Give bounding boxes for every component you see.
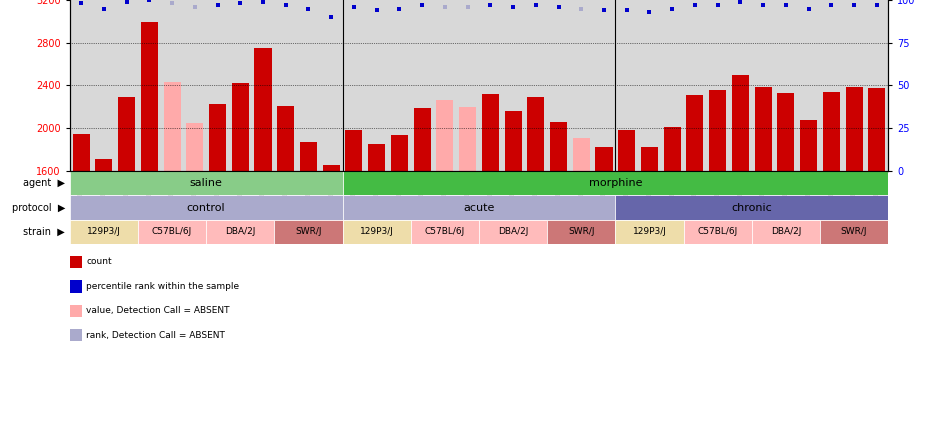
Text: acute: acute bbox=[463, 202, 495, 213]
Text: rank, Detection Call = ABSENT: rank, Detection Call = ABSENT bbox=[86, 331, 225, 340]
Bar bbox=[573, 138, 590, 171]
Text: C57BL/6J: C57BL/6J bbox=[425, 227, 465, 237]
Bar bbox=[70, 171, 342, 195]
Text: value, Detection Call = ABSENT: value, Detection Call = ABSENT bbox=[86, 306, 230, 315]
Bar bbox=[323, 165, 339, 171]
Bar bbox=[550, 122, 567, 171]
Text: DBA/2J: DBA/2J bbox=[771, 227, 801, 237]
Bar bbox=[641, 147, 658, 171]
Text: control: control bbox=[187, 202, 225, 213]
Bar bbox=[118, 97, 135, 171]
Bar bbox=[547, 220, 616, 244]
Bar bbox=[411, 220, 479, 244]
Text: protocol  ▶: protocol ▶ bbox=[12, 202, 65, 213]
Bar bbox=[368, 144, 385, 171]
Bar bbox=[709, 90, 726, 171]
Text: count: count bbox=[86, 258, 113, 266]
Text: SWR/J: SWR/J bbox=[568, 227, 594, 237]
Bar bbox=[616, 195, 888, 220]
Bar bbox=[255, 48, 272, 171]
Bar bbox=[479, 220, 547, 244]
Bar bbox=[299, 142, 317, 171]
Bar bbox=[232, 83, 248, 171]
Bar bbox=[73, 134, 89, 171]
Text: SWR/J: SWR/J bbox=[841, 227, 868, 237]
Text: 129P3/J: 129P3/J bbox=[632, 227, 667, 237]
Bar bbox=[342, 171, 888, 195]
Bar bbox=[800, 120, 817, 171]
Text: percentile rank within the sample: percentile rank within the sample bbox=[86, 282, 240, 291]
Bar bbox=[138, 220, 206, 244]
Bar bbox=[459, 107, 476, 171]
Bar bbox=[820, 220, 888, 244]
Text: DBA/2J: DBA/2J bbox=[225, 227, 256, 237]
Bar bbox=[732, 75, 749, 171]
Text: morphine: morphine bbox=[589, 178, 642, 188]
Bar bbox=[140, 23, 158, 171]
Bar bbox=[823, 92, 840, 171]
Bar bbox=[277, 106, 294, 171]
Text: 129P3/J: 129P3/J bbox=[360, 227, 393, 237]
Bar bbox=[482, 94, 498, 171]
Text: DBA/2J: DBA/2J bbox=[498, 227, 528, 237]
Bar bbox=[186, 123, 204, 171]
Bar bbox=[684, 220, 751, 244]
Bar bbox=[777, 93, 794, 171]
Bar bbox=[845, 87, 862, 171]
Bar bbox=[342, 220, 411, 244]
Text: SWR/J: SWR/J bbox=[295, 227, 322, 237]
Bar bbox=[664, 127, 681, 171]
Bar bbox=[595, 147, 613, 171]
Bar bbox=[751, 220, 820, 244]
Bar bbox=[391, 135, 408, 171]
Bar bbox=[209, 103, 226, 171]
Text: C57BL/6J: C57BL/6J bbox=[698, 227, 737, 237]
Bar bbox=[274, 220, 342, 244]
Bar bbox=[95, 159, 113, 171]
Bar bbox=[345, 131, 363, 171]
Bar bbox=[206, 220, 274, 244]
Text: 129P3/J: 129P3/J bbox=[86, 227, 121, 237]
Bar bbox=[342, 195, 616, 220]
Bar bbox=[164, 82, 180, 171]
Text: strain  ▶: strain ▶ bbox=[23, 227, 65, 237]
Bar bbox=[504, 111, 522, 171]
Bar bbox=[70, 220, 138, 244]
Text: C57BL/6J: C57BL/6J bbox=[152, 227, 193, 237]
Bar bbox=[686, 95, 703, 171]
Text: chronic: chronic bbox=[731, 202, 772, 213]
Bar bbox=[754, 87, 772, 171]
Bar bbox=[70, 195, 342, 220]
Bar bbox=[869, 87, 885, 171]
Bar bbox=[527, 97, 544, 171]
Bar bbox=[436, 100, 453, 171]
Text: saline: saline bbox=[190, 178, 222, 188]
Bar bbox=[618, 131, 635, 171]
Text: agent  ▶: agent ▶ bbox=[23, 178, 65, 188]
Bar bbox=[414, 108, 431, 171]
Bar bbox=[616, 220, 684, 244]
